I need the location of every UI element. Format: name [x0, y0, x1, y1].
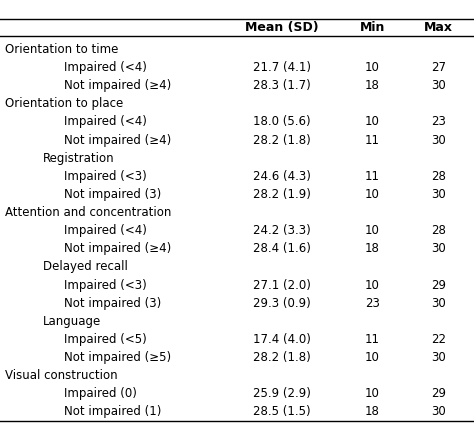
- Text: 10: 10: [365, 387, 380, 400]
- Text: Max: Max: [424, 21, 453, 34]
- Text: 30: 30: [431, 296, 446, 310]
- Text: 11: 11: [365, 170, 380, 183]
- Text: Visual construction: Visual construction: [5, 369, 118, 382]
- Text: 23: 23: [365, 296, 380, 310]
- Text: 24.2 (3.3): 24.2 (3.3): [253, 224, 311, 237]
- Text: Orientation to time: Orientation to time: [5, 43, 118, 56]
- Text: 27: 27: [431, 61, 446, 74]
- Text: 10: 10: [365, 115, 380, 129]
- Text: 18.0 (5.6): 18.0 (5.6): [253, 115, 311, 129]
- Text: 11: 11: [365, 134, 380, 147]
- Text: Language: Language: [43, 315, 101, 328]
- Text: Mean (SD): Mean (SD): [245, 21, 319, 34]
- Text: Impaired (<5): Impaired (<5): [64, 333, 147, 346]
- Text: Min: Min: [359, 21, 385, 34]
- Text: 17.4 (4.0): 17.4 (4.0): [253, 333, 311, 346]
- Text: 28.2 (1.9): 28.2 (1.9): [253, 188, 311, 201]
- Text: 29: 29: [431, 387, 446, 400]
- Text: 30: 30: [431, 134, 446, 147]
- Text: 10: 10: [365, 279, 380, 291]
- Text: 10: 10: [365, 224, 380, 237]
- Text: 18: 18: [365, 405, 380, 418]
- Text: 28: 28: [431, 224, 446, 237]
- Text: Impaired (<4): Impaired (<4): [64, 115, 147, 129]
- Text: 23: 23: [431, 115, 446, 129]
- Text: Delayed recall: Delayed recall: [43, 260, 128, 273]
- Text: Registration: Registration: [43, 152, 114, 165]
- Text: 10: 10: [365, 351, 380, 364]
- Text: 28.2 (1.8): 28.2 (1.8): [253, 351, 311, 364]
- Text: Not impaired (1): Not impaired (1): [64, 405, 161, 418]
- Text: 22: 22: [431, 333, 446, 346]
- Text: 28.5 (1.5): 28.5 (1.5): [253, 405, 311, 418]
- Text: Impaired (<3): Impaired (<3): [64, 279, 147, 291]
- Text: 21.7 (4.1): 21.7 (4.1): [253, 61, 311, 74]
- Text: 11: 11: [365, 333, 380, 346]
- Text: 30: 30: [431, 351, 446, 364]
- Text: 30: 30: [431, 79, 446, 92]
- Text: Not impaired (≥4): Not impaired (≥4): [64, 134, 171, 147]
- Text: Not impaired (3): Not impaired (3): [64, 296, 161, 310]
- Text: 18: 18: [365, 79, 380, 92]
- Text: Not impaired (≥5): Not impaired (≥5): [64, 351, 171, 364]
- Text: 25.9 (2.9): 25.9 (2.9): [253, 387, 311, 400]
- Text: 18: 18: [365, 242, 380, 255]
- Text: Impaired (0): Impaired (0): [64, 387, 137, 400]
- Text: Not impaired (≥4): Not impaired (≥4): [64, 242, 171, 255]
- Text: Not impaired (≥4): Not impaired (≥4): [64, 79, 171, 92]
- Text: 28.3 (1.7): 28.3 (1.7): [253, 79, 311, 92]
- Text: 10: 10: [365, 188, 380, 201]
- Text: Impaired (<3): Impaired (<3): [64, 170, 147, 183]
- Text: 24.6 (4.3): 24.6 (4.3): [253, 170, 311, 183]
- Text: Attention and concentration: Attention and concentration: [5, 206, 171, 219]
- Text: 30: 30: [431, 242, 446, 255]
- Text: 29: 29: [431, 279, 446, 291]
- Text: Not impaired (3): Not impaired (3): [64, 188, 161, 201]
- Text: Impaired (<4): Impaired (<4): [64, 61, 147, 74]
- Text: 30: 30: [431, 188, 446, 201]
- Text: 28.2 (1.8): 28.2 (1.8): [253, 134, 311, 147]
- Text: 29.3 (0.9): 29.3 (0.9): [253, 296, 311, 310]
- Text: Impaired (<4): Impaired (<4): [64, 224, 147, 237]
- Text: 28: 28: [431, 170, 446, 183]
- Text: 27.1 (2.0): 27.1 (2.0): [253, 279, 311, 291]
- Text: 10: 10: [365, 61, 380, 74]
- Text: 28.4 (1.6): 28.4 (1.6): [253, 242, 311, 255]
- Text: Orientation to place: Orientation to place: [5, 98, 123, 110]
- Text: 30: 30: [431, 405, 446, 418]
